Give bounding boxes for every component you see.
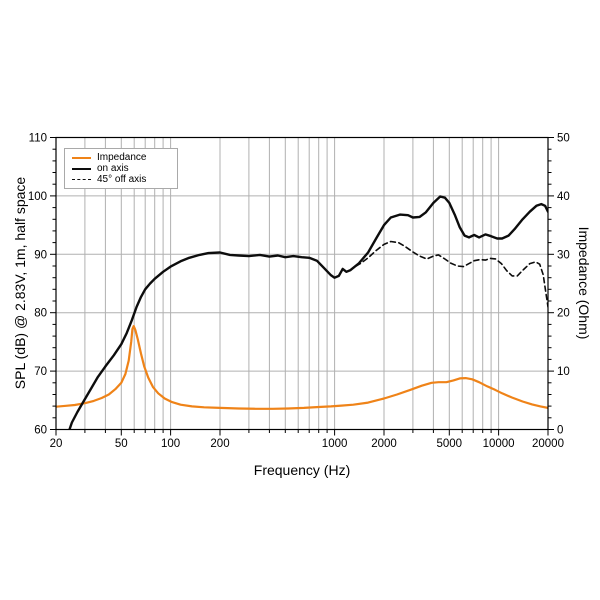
series-path-45-off-axis <box>355 240 548 308</box>
x-tick-label: 1000 <box>322 438 348 450</box>
y-right-tick-label: 30 <box>557 249 570 261</box>
x-tick-label: 100 <box>161 438 180 450</box>
x-tick-label: 20 <box>50 438 63 450</box>
y-left-tick-label: 60 <box>34 425 47 437</box>
legend-line-sample-45-off-axis <box>72 179 91 180</box>
y-right-tick-label: 10 <box>557 366 570 378</box>
legend-line-sample-impedance <box>72 156 91 159</box>
y-right-axis-title: Impedance (Ohm) <box>576 226 592 340</box>
x-tick-label: 10000 <box>483 438 515 450</box>
legend-item-impedance: Impedance <box>65 152 177 163</box>
x-axis-title: Frequency (Hz) <box>253 462 351 478</box>
x-tick-label: 200 <box>210 438 229 450</box>
y-left-tick-label: 70 <box>34 366 47 378</box>
y-left-tick-label: 110 <box>29 133 47 145</box>
legend-line-sample-on-axis <box>72 167 91 170</box>
x-tick-label: 2000 <box>371 438 397 450</box>
x-tick-label: 5000 <box>437 438 463 450</box>
legend-label-45-off-axis: 45° off axis <box>97 174 147 185</box>
legend-label-impedance: Impedance <box>97 152 147 163</box>
series-path-impedance <box>56 325 548 410</box>
legend-item-45-off-axis: 45° off axis <box>65 174 177 185</box>
y-left-tick-label: 80 <box>34 308 47 320</box>
legend-item-on-axis: on axis <box>65 163 177 174</box>
legend-label-on-axis: on axis <box>97 163 129 174</box>
y-left-tick-label: 90 <box>34 249 47 261</box>
y-left-tick-label: 100 <box>28 191 47 203</box>
series-path-on-axis <box>68 195 548 430</box>
y-right-tick-label: 20 <box>557 308 570 320</box>
y-right-tick-label: 0 <box>557 425 563 437</box>
x-tick-label: 50 <box>115 438 128 450</box>
y-right-tick-label: 50 <box>557 133 570 145</box>
plot-border <box>55 136 549 431</box>
x-tick-label: 20000 <box>532 438 564 450</box>
y-left-axis-title: SPL (dB) @ 2.83V, 1m, half space <box>12 176 28 390</box>
y-right-tick-label: 40 <box>557 191 570 203</box>
legend: Impedance on axis 45° off axis <box>64 148 178 189</box>
